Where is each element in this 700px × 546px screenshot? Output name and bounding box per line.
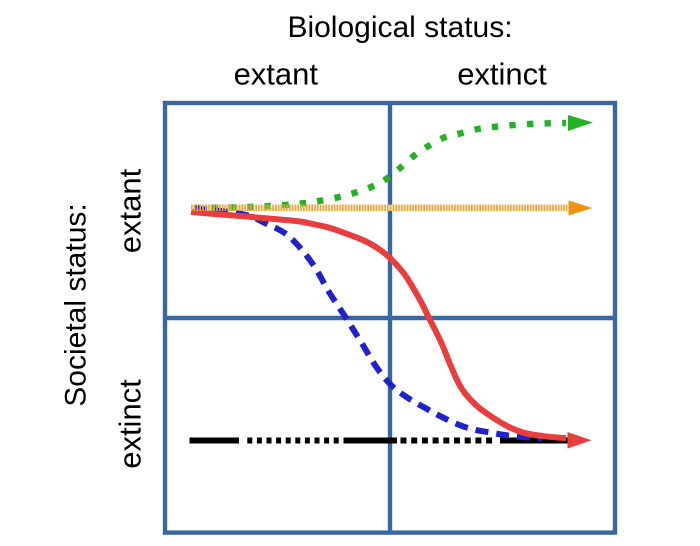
svg-text:Biological status:: Biological status: [287, 11, 512, 44]
svg-text:extant: extant [234, 57, 319, 92]
svg-text:Societal status:: Societal status: [60, 203, 93, 406]
svg-text:extinct: extinct [457, 57, 547, 92]
svg-text:extant: extant [113, 168, 148, 253]
svg-text:extinct: extinct [113, 379, 148, 469]
